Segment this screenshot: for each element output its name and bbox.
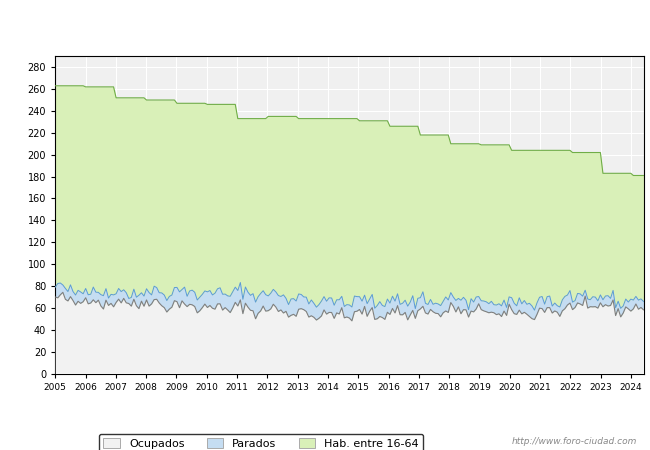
Legend: Ocupados, Parados, Hab. entre 16-64: Ocupados, Parados, Hab. entre 16-64 xyxy=(99,434,423,450)
Text: Villaseco de los Reyes - Evolucion de la poblacion en edad de Trabajar Mayo de 2: Villaseco de los Reyes - Evolucion de la… xyxy=(88,18,562,29)
Text: http://www.foro-ciudad.com: http://www.foro-ciudad.com xyxy=(512,436,637,446)
